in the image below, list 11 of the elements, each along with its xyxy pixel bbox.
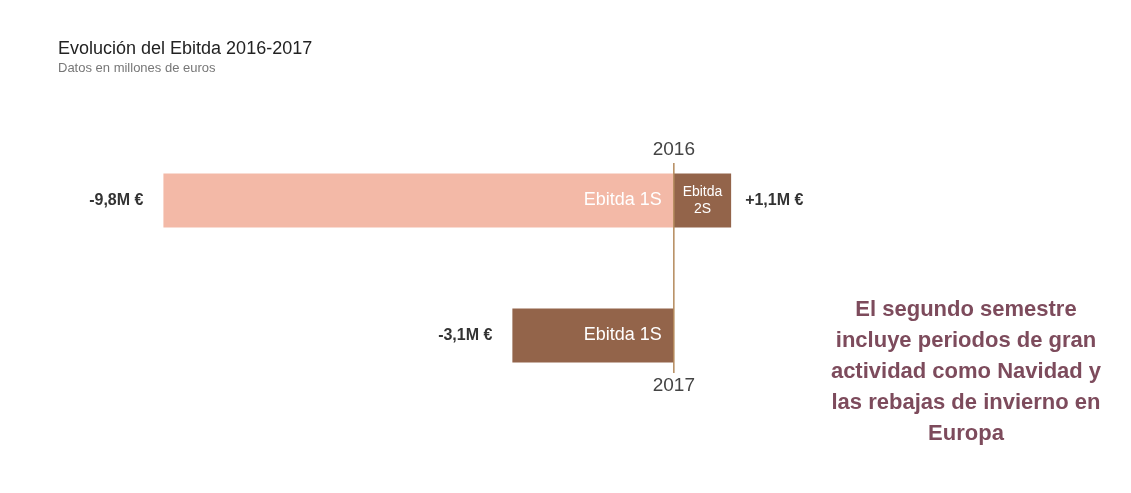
text: Datos en millones de euros: [58, 60, 216, 75]
series-label: Ebitda 2S: [682, 182, 723, 216]
text: Ebitda 1S: [583, 324, 662, 345]
series-label: Ebitda 1S: [583, 189, 662, 210]
data-label: +1,1M €: [745, 190, 804, 208]
data-label: -3,1M €: [438, 325, 493, 343]
data-label: -9,8M €: [89, 190, 144, 208]
y-tick-label: 2016: [652, 138, 695, 160]
chart-title: Evolución del Ebitda 2016-2017: [58, 38, 313, 59]
y-tick-label: 2017: [652, 374, 695, 396]
text: El segundo semestre incluye periodos de gran actividad como Navidad y las rebajas de invierno en Europa: [829, 295, 1103, 447]
